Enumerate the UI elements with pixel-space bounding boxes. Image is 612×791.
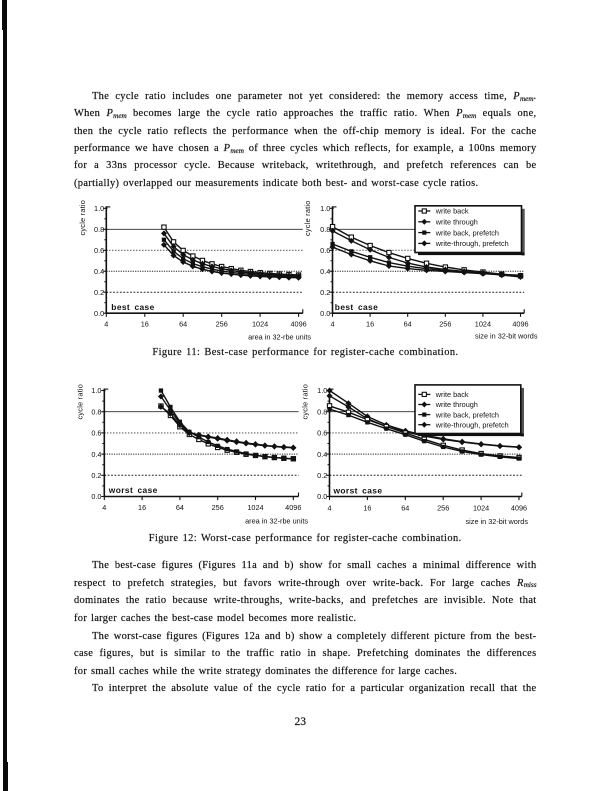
svg-text:0.6: 0.6 (320, 246, 330, 255)
svg-text:0.6: 0.6 (94, 246, 104, 255)
svg-text:4096: 4096 (511, 504, 527, 513)
svg-text:area in 32-rbe units: area in 32-rbe units (248, 332, 311, 341)
svg-text:0.0: 0.0 (94, 309, 104, 318)
svg-text:16: 16 (138, 503, 146, 512)
svg-text:worst case: worst case (333, 486, 383, 496)
svg-text:cycle ratio: cycle ratio (301, 384, 310, 420)
svg-text:64: 64 (176, 503, 184, 512)
svg-text:1024: 1024 (475, 319, 491, 328)
svg-text:0.4: 0.4 (320, 267, 330, 276)
svg-text:4: 4 (327, 504, 331, 513)
svg-text:1024: 1024 (247, 503, 263, 512)
svg-text:0.6: 0.6 (91, 429, 101, 438)
svg-text:write back, prefetch: write back, prefetch (435, 228, 499, 237)
svg-text:write through: write through (435, 218, 478, 227)
svg-text:0.2: 0.2 (317, 471, 327, 480)
svg-text:4096: 4096 (512, 319, 528, 328)
svg-text:16: 16 (141, 319, 149, 328)
svg-text:4096: 4096 (285, 503, 301, 512)
svg-text:0.8: 0.8 (317, 407, 327, 416)
svg-text:cycle ratio: cycle ratio (76, 384, 85, 420)
svg-text:write back: write back (435, 390, 469, 399)
svg-text:0.0: 0.0 (91, 492, 101, 501)
svg-text:1.0: 1.0 (91, 386, 101, 395)
svg-text:cycle ratio: cycle ratio (303, 200, 312, 236)
svg-text:4: 4 (330, 319, 334, 328)
svg-text:size in 32-bit words: size in 32-bit words (466, 517, 529, 526)
svg-text:1.0: 1.0 (317, 386, 327, 395)
svg-text:4096: 4096 (290, 319, 306, 328)
svg-text:16: 16 (366, 319, 374, 328)
svg-text:0.8: 0.8 (91, 407, 101, 416)
svg-text:1024: 1024 (473, 504, 489, 513)
svg-text:cycle ratio: cycle ratio (78, 200, 87, 236)
svg-text:worst case: worst case (108, 485, 158, 495)
svg-text:0.6: 0.6 (317, 429, 327, 438)
svg-text:0.8: 0.8 (320, 225, 330, 234)
svg-text:256: 256 (216, 319, 228, 328)
svg-text:0.2: 0.2 (94, 288, 104, 297)
svg-text:4: 4 (102, 503, 106, 512)
svg-text:0.0: 0.0 (317, 492, 327, 501)
svg-text:1.0: 1.0 (320, 204, 330, 213)
svg-text:64: 64 (179, 319, 187, 328)
svg-text:4: 4 (104, 319, 108, 328)
svg-text:0.0: 0.0 (320, 309, 330, 318)
svg-text:best case: best case (111, 302, 154, 312)
svg-text:0.4: 0.4 (317, 450, 327, 459)
svg-text:1024: 1024 (252, 319, 268, 328)
svg-text:1.0: 1.0 (94, 204, 104, 213)
svg-text:0.2: 0.2 (320, 288, 330, 297)
svg-text:0.2: 0.2 (91, 471, 101, 480)
svg-text:size in 32-bit words: size in 32-bit words (475, 332, 538, 341)
svg-text:write through: write through (435, 400, 478, 409)
svg-text:best case: best case (335, 302, 378, 312)
svg-text:256: 256 (437, 504, 449, 513)
svg-text:64: 64 (404, 319, 412, 328)
svg-text:256: 256 (212, 503, 224, 512)
svg-text:64: 64 (401, 504, 409, 513)
svg-text:16: 16 (363, 504, 371, 513)
svg-text:256: 256 (439, 319, 451, 328)
svg-text:area in 32-rbe units: area in 32-rbe units (245, 517, 308, 526)
svg-text:write back: write back (435, 207, 469, 216)
svg-text:write-through, prefetch: write-through, prefetch (435, 420, 509, 429)
svg-text:0.4: 0.4 (94, 267, 104, 276)
svg-text:write-through, prefetch: write-through, prefetch (435, 239, 509, 248)
svg-text:write back, prefetch: write back, prefetch (435, 410, 499, 419)
svg-text:0.4: 0.4 (91, 450, 101, 459)
svg-text:0.8: 0.8 (94, 225, 104, 234)
